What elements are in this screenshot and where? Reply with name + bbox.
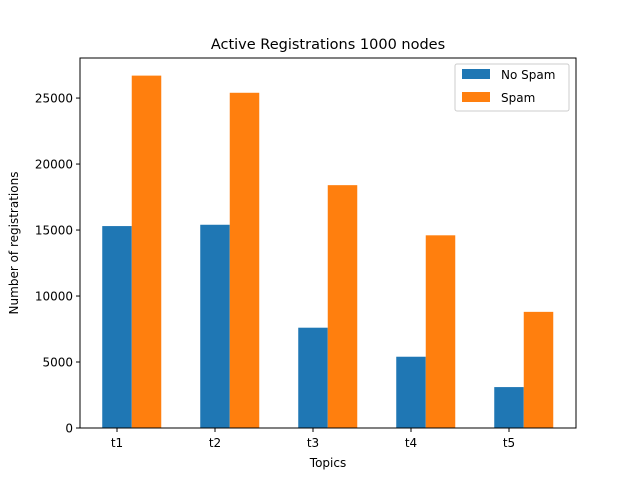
legend-label-no-spam: No Spam [501, 68, 555, 82]
bar-spam-t2 [230, 93, 260, 428]
legend: No Spam Spam [455, 64, 569, 111]
legend-swatch-spam [462, 92, 490, 102]
y-tick-label: 0 [65, 422, 73, 436]
bar-no-spam-t2 [200, 225, 230, 428]
y-tick-label: 25000 [35, 92, 73, 106]
y-tick-label: 5000 [42, 356, 73, 370]
x-tick-label: t4 [405, 436, 417, 450]
bar-no-spam-t5 [494, 387, 524, 428]
y-tick-label: 10000 [35, 290, 73, 304]
bar-spam-t1 [132, 76, 162, 428]
bar-spam-t3 [328, 185, 358, 428]
x-tick-label: t3 [307, 436, 319, 450]
x-tick-label: t5 [503, 436, 515, 450]
y-tick-label: 15000 [35, 224, 73, 238]
legend-label-spam: Spam [501, 91, 535, 105]
legend-swatch-no-spam [462, 69, 490, 79]
chart-title: Active Registrations 1000 nodes [211, 37, 445, 53]
x-tick-label: t2 [209, 436, 221, 450]
bar-no-spam-t3 [298, 328, 328, 428]
y-axis-label: Number of registrations [7, 172, 21, 315]
bar-spam-t5 [524, 312, 554, 428]
bar-no-spam-t4 [396, 357, 426, 428]
bar-spam-t4 [426, 235, 456, 428]
y-tick-label: 20000 [35, 158, 73, 172]
bar-no-spam-t1 [102, 226, 132, 428]
x-tick-label: t1 [111, 436, 123, 450]
x-axis-label: Topics [309, 456, 346, 470]
